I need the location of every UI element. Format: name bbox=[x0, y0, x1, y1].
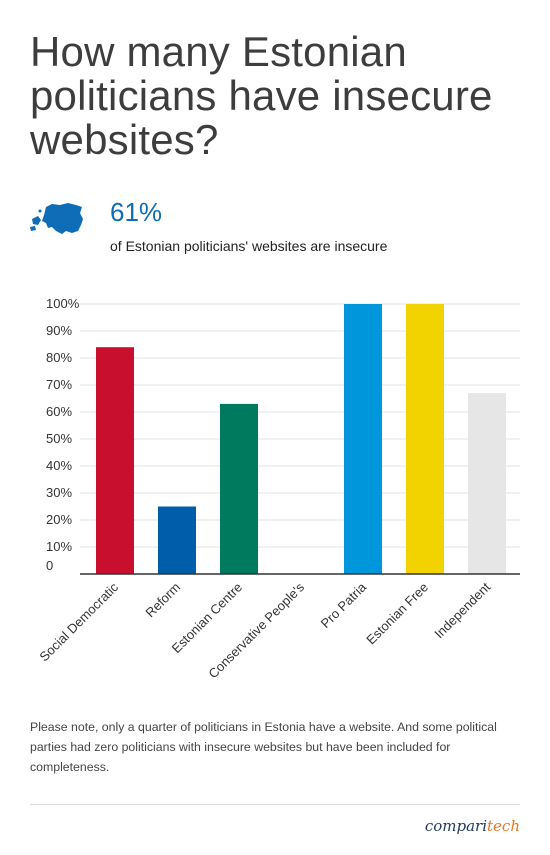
x-category-label: Pro Patria bbox=[318, 579, 370, 631]
bar-independent bbox=[468, 393, 506, 574]
page-title: How many Estonian politicians have insec… bbox=[30, 28, 493, 163]
stat-description: of Estonian politicians' websites are in… bbox=[110, 238, 388, 254]
x-category-label: Independent bbox=[431, 579, 493, 641]
y-tick-label: 80% bbox=[46, 350, 72, 365]
x-category-label: Social Democratic bbox=[36, 579, 121, 664]
chart-bars bbox=[96, 304, 506, 574]
logo-text-1: compari bbox=[424, 817, 488, 835]
y-tick-label: 50% bbox=[46, 431, 72, 446]
x-category-label: Estonian Free bbox=[363, 580, 431, 648]
bar-estonian-centre bbox=[220, 403, 258, 574]
y-tick-label: 20% bbox=[46, 512, 72, 527]
y-tick-label: 100% bbox=[46, 296, 80, 311]
footnote: Please note, only a quarter of politicia… bbox=[30, 720, 497, 774]
comparitech-logo[interactable]: comparitech bbox=[425, 817, 520, 835]
headline-stat: 61% of Estonian politicians' websites ar… bbox=[26, 195, 526, 265]
stat-value: 61% bbox=[110, 197, 163, 227]
bar-reform bbox=[158, 506, 196, 574]
y-axis-ticks: 0 10% 20% 30% 40% 50% 60% 70% 80% 90% 100% bbox=[46, 296, 80, 573]
estonia-map-icon bbox=[30, 203, 83, 234]
x-category-label: Reform bbox=[142, 580, 183, 621]
y-tick-label: 0 bbox=[46, 558, 53, 573]
bar-pro-patria bbox=[344, 304, 382, 574]
bar-estonian-free bbox=[406, 304, 444, 574]
logo-text-2: tech bbox=[487, 817, 520, 835]
y-tick-label: 40% bbox=[46, 458, 72, 473]
chart-grid bbox=[80, 303, 520, 548]
divider bbox=[30, 804, 520, 805]
y-tick-label: 70% bbox=[46, 377, 72, 392]
y-tick-label: 60% bbox=[46, 404, 72, 419]
y-tick-label: 90% bbox=[46, 323, 72, 338]
y-tick-label: 10% bbox=[46, 539, 72, 554]
y-tick-label: 30% bbox=[46, 485, 72, 500]
bar-social-democratic bbox=[96, 347, 134, 574]
bar-chart: 0 10% 20% 30% 40% 50% 60% 70% 80% 90% 100% Social … bbox=[36, 296, 520, 681]
